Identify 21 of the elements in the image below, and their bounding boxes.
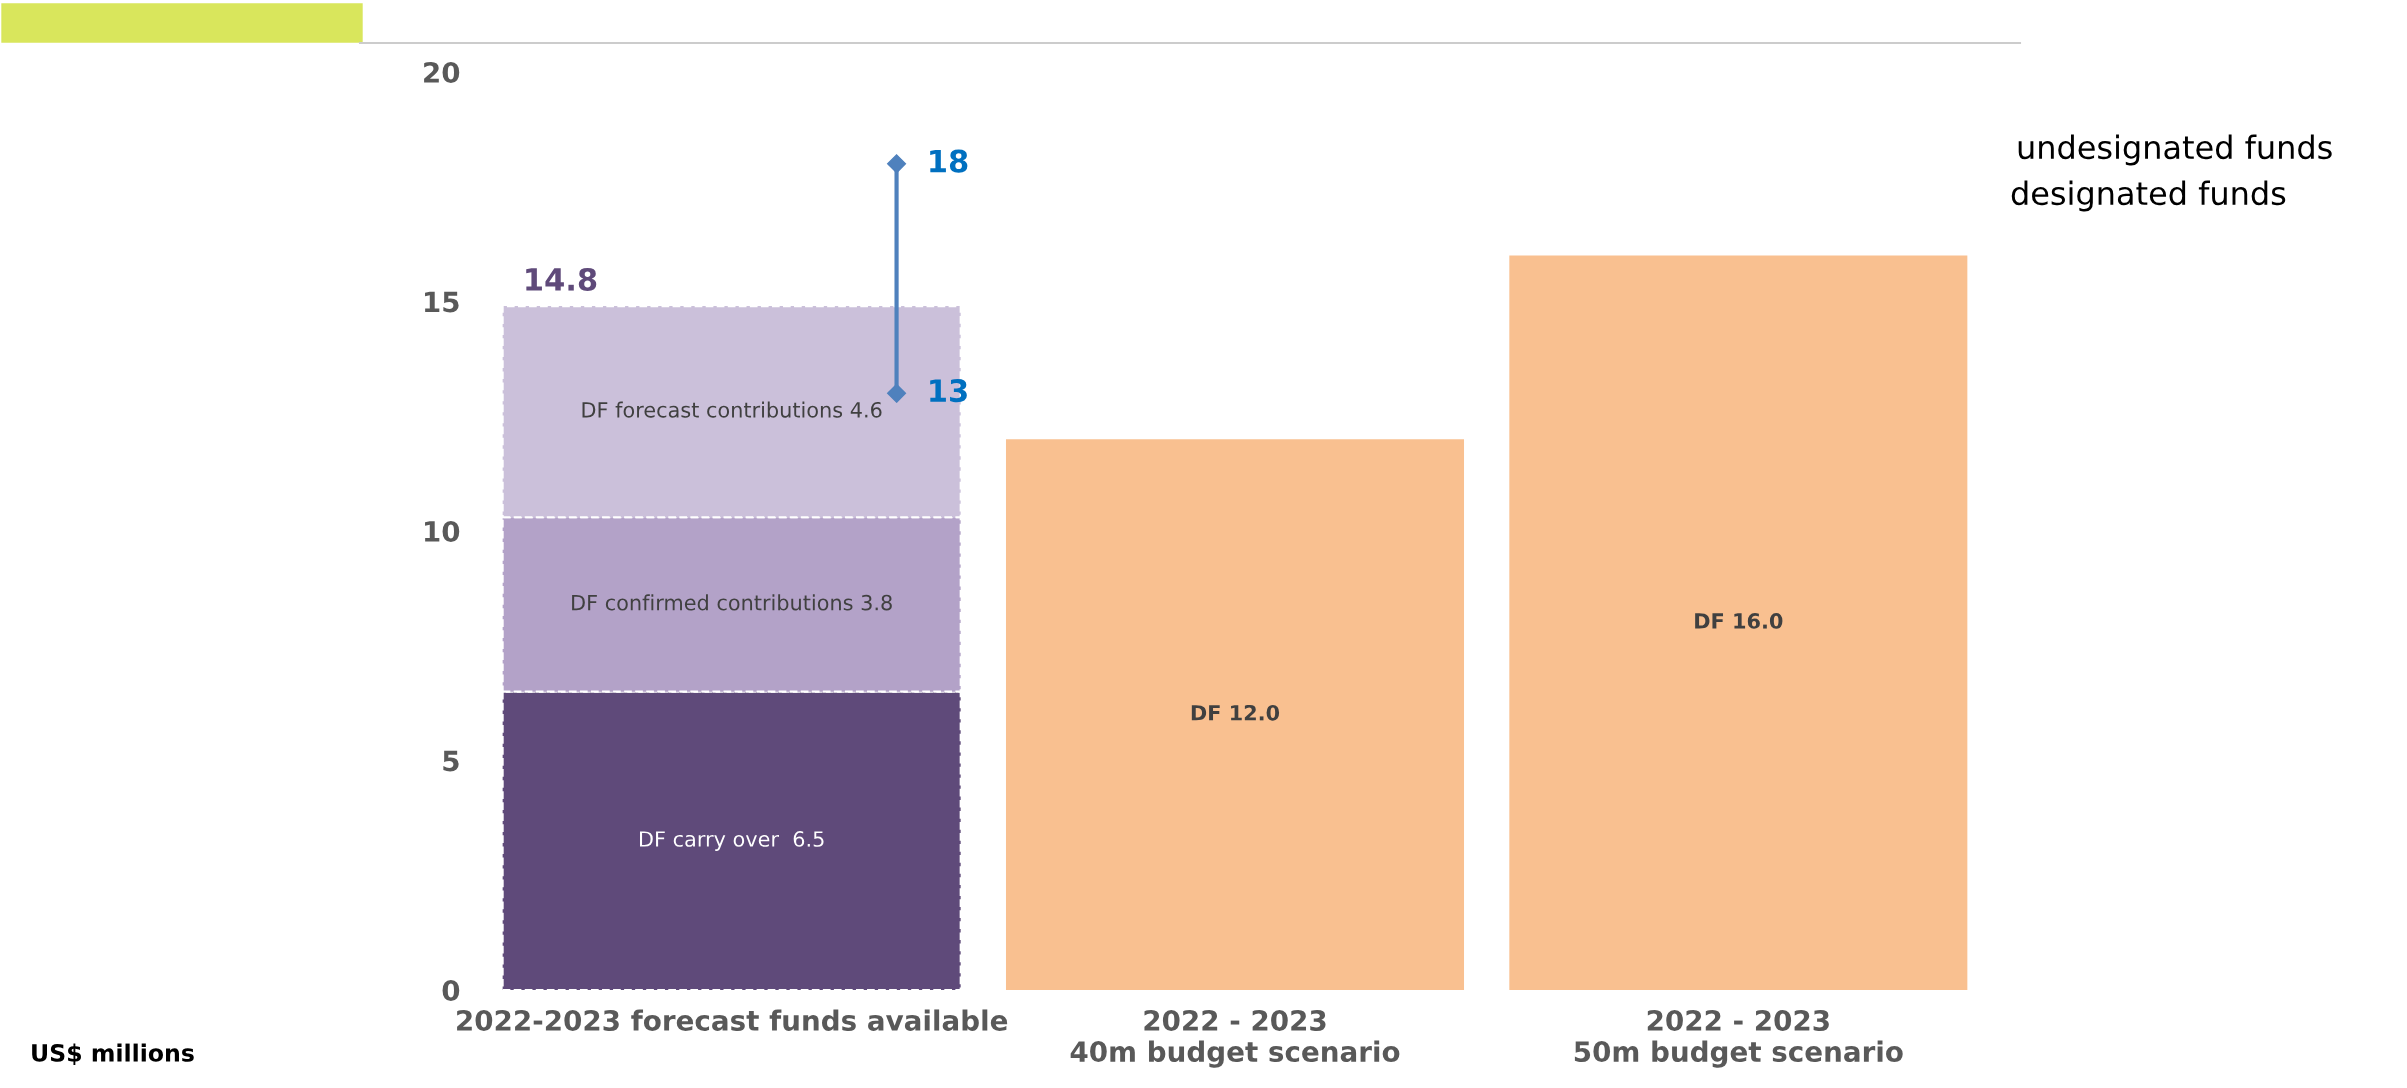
y-tick-label: 15 <box>425 291 459 313</box>
data-label: DF carry over 6.5 <box>640 831 824 851</box>
x-tick-label: 2022 - 2023 40m budget scenario <box>1070 1009 1400 1068</box>
text: undesignated funds <box>2018 134 2332 166</box>
text: designated funds <box>2011 180 2286 212</box>
y-tick-label: 20 <box>424 61 460 83</box>
data-label: DF confirmed contributions 3.8 <box>572 594 892 611</box>
data-label: DF 12.0 <box>1191 704 1280 721</box>
text: US$ millions <box>32 1043 194 1065</box>
data-label: DF 16.0 <box>1695 613 1783 629</box>
data-label: DF forecast contributions 4.6 <box>582 401 882 418</box>
y-tick-label: 10 <box>425 520 460 542</box>
total-label: 14.8 <box>526 267 597 291</box>
data-label: 13 <box>930 379 967 403</box>
bar <box>1509 255 1968 990</box>
x-tick-label: 2022 - 2023 50m budget scenario <box>1574 1009 1903 1068</box>
y-tick-label: 5 <box>443 750 459 772</box>
data-label: 18 <box>930 149 968 173</box>
x-tick-label: 2022-2023 forecast funds available <box>457 1009 1008 1031</box>
y-tick-label: 0 <box>442 979 460 1001</box>
bar <box>1005 439 1465 990</box>
